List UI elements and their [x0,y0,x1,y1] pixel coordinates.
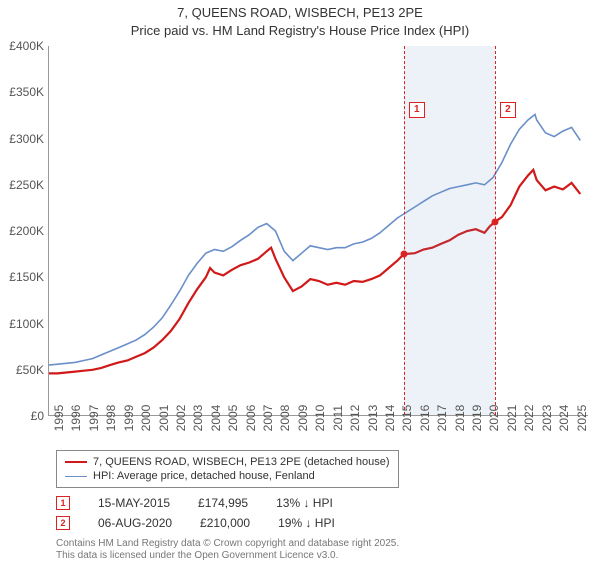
transaction-price: £210,000 [200,516,250,530]
x-axis-tick-label: 2014 [383,405,397,432]
x-axis-tick-label: 2008 [278,405,292,432]
legend-row: 7, QUEENS ROAD, WISBECH, PE13 2PE (detac… [65,455,390,469]
footnote-line-1: Contains HM Land Registry data © Crown c… [56,538,399,550]
x-axis-tick-label: 2004 [209,405,223,432]
x-axis-tick-label: 2021 [505,405,519,432]
x-axis-tick-label: 2003 [191,405,205,432]
legend-row: HPI: Average price, detached house, Fenl… [65,469,390,483]
chart-sale-dot [491,218,498,225]
x-axis-tick-label: 1998 [104,405,118,432]
x-axis-tick-label: 2012 [348,405,362,432]
x-axis-tick-label: 1997 [87,405,101,432]
x-axis-tick-label: 1996 [69,405,83,432]
x-axis-tick-label: 1995 [52,405,66,432]
chart-title-block: 7, QUEENS ROAD, WISBECH, PE13 2PE Price … [0,0,600,39]
x-axis-tick-label: 2005 [226,405,240,432]
y-axis-tick-label: £150K [0,270,44,284]
x-axis-tick-label: 2010 [313,405,327,432]
x-axis-tick-label: 2009 [296,405,310,432]
legend-swatch [65,461,87,463]
x-axis-tick-label: 2015 [400,405,414,432]
footnote-line-2: This data is licensed under the Open Gov… [56,550,399,562]
transaction-badge: 2 [56,516,70,530]
transaction-price: £174,995 [198,496,248,510]
x-axis-tick-label: 2019 [470,405,484,432]
chart-marker-vline [495,46,496,415]
y-axis-tick-label: £100K [0,317,44,331]
transaction-row: 2 06-AUG-2020 £210,000 19% ↓ HPI [56,516,335,530]
y-axis-tick-label: £200K [0,224,44,238]
legend-label: HPI: Average price, detached house, Fenl… [93,470,315,482]
transaction-date: 06-AUG-2020 [98,516,172,530]
chart-marker-badge: 2 [500,102,516,118]
y-axis-tick-label: £350K [0,85,44,99]
x-axis-tick-label: 2007 [261,405,275,432]
footnote: Contains HM Land Registry data © Crown c… [56,538,399,562]
transaction-delta: 19% ↓ HPI [278,516,335,530]
y-axis-tick-label: £250K [0,178,44,192]
x-axis-tick-label: 2022 [522,405,536,432]
x-axis-tick-label: 2016 [418,405,432,432]
legend-swatch [65,476,87,477]
x-axis-tick-label: 2006 [244,405,258,432]
x-axis-tick-label: 2000 [139,405,153,432]
transaction-date: 15-MAY-2015 [98,496,170,510]
y-axis-tick-label: £300K [0,132,44,146]
x-axis-tick-label: 2011 [331,405,345,431]
y-axis-tick-label: £400K [0,39,44,53]
chart-marker-badge: 1 [409,102,425,118]
transaction-badge: 1 [56,496,70,510]
legend-label: 7, QUEENS ROAD, WISBECH, PE13 2PE (detac… [93,456,390,468]
title-line-2: Price paid vs. HM Land Registry's House … [0,22,600,40]
x-axis-tick-label: 2024 [557,405,571,432]
x-axis-tick-label: 2025 [575,405,589,432]
transaction-row: 1 15-MAY-2015 £174,995 13% ↓ HPI [56,496,333,510]
chart-marker-vline [404,46,405,415]
x-axis-tick-label: 2018 [453,405,467,432]
y-axis-tick-label: £0 [0,409,44,423]
x-axis-tick-label: 2023 [540,405,554,432]
x-axis-tick-label: 2001 [157,405,171,432]
x-axis-tick-label: 2017 [435,405,449,432]
transaction-delta: 13% ↓ HPI [276,496,333,510]
x-axis-tick-label: 2020 [487,405,501,432]
chart-sale-dot [400,251,407,258]
chart-plot-area: 12 [48,46,588,416]
x-axis-tick-label: 1999 [122,405,136,432]
legend-box: 7, QUEENS ROAD, WISBECH, PE13 2PE (detac… [56,450,399,488]
title-line-1: 7, QUEENS ROAD, WISBECH, PE13 2PE [0,4,600,22]
x-axis-tick-label: 2013 [366,405,380,432]
chart-series-line-hpi [49,115,580,366]
y-axis-tick-label: £50K [0,363,44,377]
x-axis-tick-label: 2002 [174,405,188,432]
